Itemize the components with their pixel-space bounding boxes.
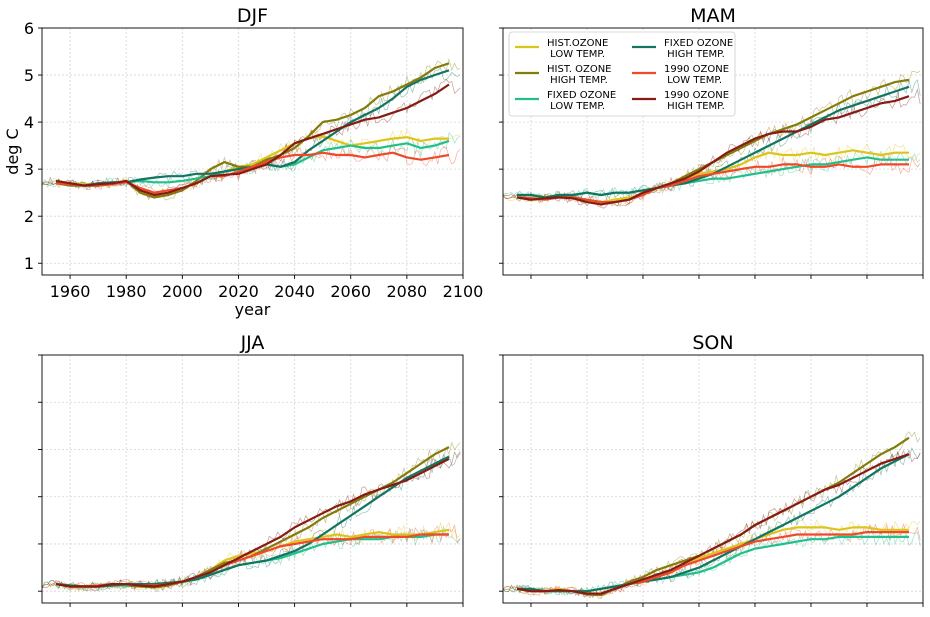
legend-label-line: HIGH TEMP. <box>547 75 608 86</box>
legend-entry-o1990_high: 1990 OZONE HIGH TEMP. <box>632 90 729 112</box>
legend-label-line: FIXED OZONE <box>664 38 733 49</box>
series-line-fixed_high <box>517 453 910 593</box>
x-tick-label: 2060 <box>330 282 371 301</box>
legend: HIST.OZONE LOW TEMP. HIST. OZONE HIGH TEM… <box>508 31 736 117</box>
panel-title: MAM <box>690 5 736 27</box>
y-tick-label: 3 <box>24 160 34 179</box>
y-tick-label: 4 <box>24 113 34 132</box>
series-line-o1990_low <box>55 151 450 194</box>
y-tick-label: 1 <box>24 254 34 273</box>
x-tick-label: 1960 <box>50 282 91 301</box>
panel-title: JJA <box>240 332 265 354</box>
panel-frame <box>41 27 464 276</box>
panel-frame <box>502 354 924 604</box>
panel-title: SON <box>692 332 733 354</box>
x-tick-label: 1980 <box>106 282 147 301</box>
legend-frame <box>508 31 736 117</box>
x-axis-label: year <box>235 300 271 319</box>
series-line-o1990_high <box>55 457 450 588</box>
y-tick-label: 5 <box>24 66 34 85</box>
series-line-o1990_high <box>516 95 910 206</box>
panel-djf: 1960 1980 2000 2020 2040 2060 2080 2100 1 2 3 4 5 6 DJ… <box>3 5 483 319</box>
legend-label-line: HIGH TEMP. <box>664 49 725 60</box>
series-annual-hist_high <box>42 57 461 201</box>
legend-entry-hist_low: HIST.OZONE LOW TEMP. <box>515 38 608 60</box>
panel-frame <box>502 27 924 276</box>
x-tick-label: 2040 <box>274 282 315 301</box>
series-annual-hist_high <box>503 70 921 207</box>
legend-label-line: HIST. OZONE <box>547 64 612 75</box>
legend-entry-o1990_low: 1990 OZONE LOW TEMP. <box>632 64 729 86</box>
series-annual-fixed_high <box>42 451 461 592</box>
panel-title: DJF <box>237 5 268 27</box>
legend-entry-fixed_low: FIXED OZONE LOW TEMP. <box>515 90 616 112</box>
legend-entry-hist_high: HIST. OZONE HIGH TEMP. <box>515 64 612 86</box>
series-line-o1990_high <box>516 453 910 595</box>
x-tick-label: 2000 <box>162 282 203 301</box>
x-tick-label: 2080 <box>387 282 428 301</box>
legend-label-line: LOW TEMP. <box>547 101 605 112</box>
y-tick-label: 2 <box>24 207 34 226</box>
series-line-hist_high <box>516 436 910 597</box>
series-annual-fixed_high <box>42 67 461 190</box>
x-tick-label: 2100 <box>443 282 484 301</box>
series-annual-o1990_high <box>42 451 461 592</box>
plot-area <box>503 70 921 209</box>
panel-son: SON <box>499 332 924 607</box>
series-annual-fixed_low <box>42 132 461 190</box>
legend-label-line: HIST.OZONE <box>547 38 608 49</box>
panel-frame <box>41 354 464 604</box>
series-annual-o1990_high <box>503 449 921 599</box>
legend-label-line: 1990 OZONE <box>664 64 729 75</box>
plot-area <box>42 441 461 593</box>
series-annual-hist_high <box>42 441 461 593</box>
legend-label-line: 1990 OZONE <box>664 90 729 101</box>
series-line-o1990_low <box>516 163 909 204</box>
series-line-o1990_high <box>55 83 450 197</box>
series-annual-hist_high <box>503 431 921 599</box>
legend-label-line: FIXED OZONE <box>547 90 616 101</box>
panel-jja: JJA <box>38 332 464 607</box>
panel-mam: MAM HIST.OZONE LOW TEMP. HIST. OZONE HIGH … <box>499 5 924 279</box>
y-axis-label: deg C <box>3 128 22 174</box>
y-tick-label: 6 <box>24 19 34 38</box>
plot-area <box>42 57 461 201</box>
legend-label-line: HIGH TEMP. <box>664 101 725 112</box>
series-line-hist_high <box>55 62 450 199</box>
legend-label-line: LOW TEMP. <box>547 49 605 60</box>
plot-area <box>503 431 921 600</box>
series-annual-hist_low <box>503 518 921 600</box>
x-tick-label: 2020 <box>218 282 259 301</box>
legend-label-line: LOW TEMP. <box>664 75 722 86</box>
legend-entry-fixed_high: FIXED OZONE HIGH TEMP. <box>632 38 733 60</box>
